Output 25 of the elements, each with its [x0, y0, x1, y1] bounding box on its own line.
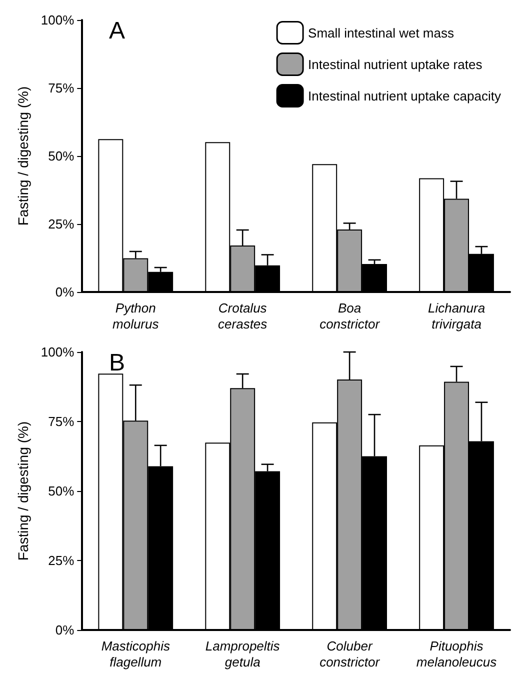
x-tick-label: Masticophis flagellum: [101, 638, 170, 670]
legend-label: Intestinal nutrient uptake rates: [308, 56, 483, 72]
legend-label: Small intestinal wet mass: [308, 25, 454, 40]
x-tick-label: Lampropeltis getula: [205, 638, 280, 670]
x-tick-label: Python molurus: [112, 300, 160, 332]
y-tick-label: 50%: [48, 148, 75, 164]
chart-title: A: [109, 18, 126, 44]
x-tick-label: Boa constrictor: [320, 300, 380, 332]
y-axis-title: Fasting / digesting (%): [15, 86, 31, 226]
x-tick-label: Coluber constrictor: [320, 638, 380, 670]
y-tick-label: 50%: [48, 484, 75, 498]
y-tick-label: 100%: [40, 344, 75, 360]
y-tick-label: 0%: [55, 284, 75, 300]
y-axis-title: Fasting / digesting (%): [15, 421, 31, 561]
y-tick-label: 75%: [48, 80, 75, 96]
y-tick-label: 0%: [55, 622, 75, 638]
chart-title: B: [109, 350, 126, 376]
x-tick-label: Crotalus cerastes: [218, 300, 268, 332]
legend-label: Intestinal nutrient uptake capacity: [308, 88, 502, 104]
y-tick-label: 75%: [48, 414, 75, 429]
y-tick-label: 25%: [48, 553, 75, 568]
x-tick-label: Lichanura trivirgata: [428, 300, 486, 332]
y-tick-label: 100%: [40, 12, 75, 28]
y-tick-label: 25%: [48, 216, 75, 232]
x-tick-label: Pituophis melanoleucus: [416, 638, 498, 670]
